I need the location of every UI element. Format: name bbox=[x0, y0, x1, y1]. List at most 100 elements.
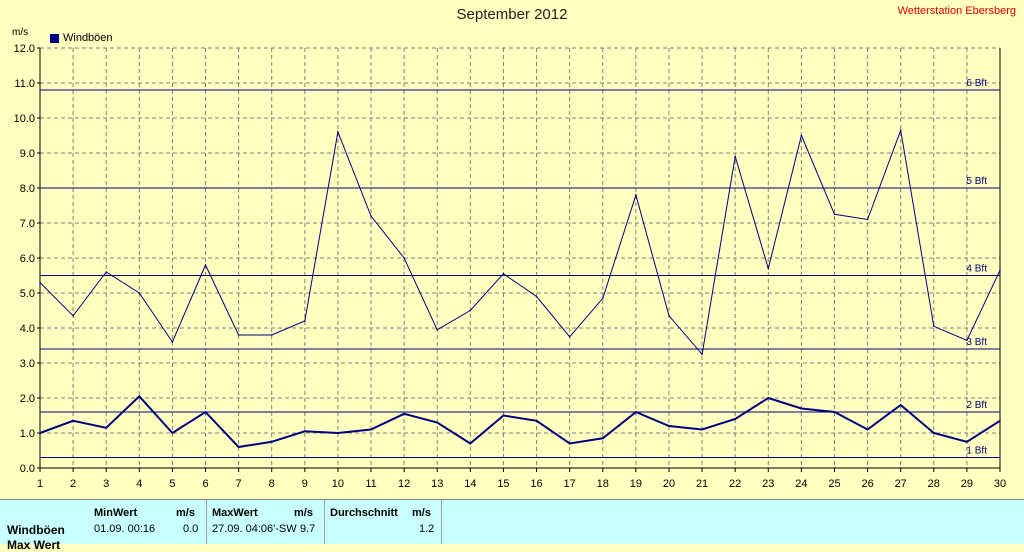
avg-value: 1.2 bbox=[419, 523, 435, 535]
stats-row-label-2: Max Wert bbox=[7, 538, 61, 552]
stats-row-label: Windböen bbox=[7, 523, 65, 537]
y-tick-label: 5.0 bbox=[20, 288, 35, 300]
x-tick-label: 6 bbox=[202, 478, 208, 490]
data-point bbox=[138, 292, 141, 294]
data-point bbox=[966, 440, 968, 443]
data-point bbox=[899, 129, 902, 132]
data-point bbox=[932, 325, 935, 328]
x-tick-label: 18 bbox=[597, 478, 609, 490]
data-point bbox=[72, 419, 74, 422]
series-line bbox=[39, 128, 1001, 356]
data-point bbox=[668, 314, 670, 317]
x-tick-label: 23 bbox=[762, 478, 774, 490]
data-point bbox=[270, 334, 273, 336]
max-header: MaxWert bbox=[212, 507, 258, 519]
max-date: 27.09. 04:06'-SW bbox=[212, 523, 297, 535]
legend: Windböen bbox=[50, 32, 113, 44]
x-tick-label: 28 bbox=[928, 478, 940, 490]
y-tick-label: 10.0 bbox=[14, 113, 35, 125]
y-tick-label: 9.0 bbox=[20, 148, 35, 160]
y-tick-label: 8.0 bbox=[20, 183, 35, 195]
data-point bbox=[932, 432, 935, 434]
reference-line-label: 1 Bft bbox=[966, 446, 987, 457]
reference-line-label: 2 Bft bbox=[966, 400, 987, 411]
data-point bbox=[469, 309, 472, 312]
data-point bbox=[635, 194, 637, 196]
y-tick-label: 6.0 bbox=[20, 253, 35, 265]
x-tick-label: 26 bbox=[861, 478, 873, 490]
x-tick-label: 17 bbox=[564, 478, 576, 490]
data-point bbox=[601, 297, 604, 300]
x-tick-label: 15 bbox=[497, 478, 509, 490]
data-point bbox=[72, 314, 74, 317]
data-point bbox=[866, 218, 869, 221]
x-tick-label: 9 bbox=[302, 478, 308, 490]
avg-unit: m/s bbox=[412, 507, 431, 519]
data-point bbox=[535, 295, 538, 298]
chart-title: September 2012 bbox=[456, 6, 568, 23]
y-tick-label: 3.0 bbox=[20, 358, 35, 370]
data-point bbox=[370, 428, 372, 431]
x-tick-label: 7 bbox=[236, 478, 242, 490]
data-point bbox=[436, 328, 439, 331]
data-point bbox=[767, 267, 770, 270]
data-point bbox=[999, 419, 1001, 422]
x-tick-label: 29 bbox=[961, 478, 973, 490]
x-tick-label: 4 bbox=[136, 478, 142, 490]
min-header: MinWert bbox=[94, 507, 138, 519]
data-point bbox=[701, 353, 703, 356]
min-value: 0.0 bbox=[183, 523, 199, 535]
data-point bbox=[270, 440, 273, 443]
data-point bbox=[403, 412, 405, 415]
x-tick-label: 30 bbox=[994, 478, 1006, 490]
data-point bbox=[337, 131, 339, 133]
y-tick-label: 4.0 bbox=[20, 323, 35, 335]
max-unit: m/s bbox=[294, 507, 313, 519]
x-tick-label: 5 bbox=[169, 478, 175, 490]
y-tick-label: 12.0 bbox=[14, 43, 35, 55]
data-point bbox=[39, 432, 41, 434]
avg-header: Durchschnitt bbox=[330, 507, 398, 519]
data-point bbox=[502, 414, 505, 417]
x-tick-label: 10 bbox=[332, 478, 344, 490]
data-point bbox=[337, 432, 339, 434]
data-point bbox=[171, 341, 174, 343]
data-point bbox=[899, 404, 902, 406]
max-column: MaxWert m/s 27.09. 04:06'-SW 9.7 bbox=[206, 500, 325, 544]
data-point bbox=[866, 428, 869, 431]
reference-line-label: 5 Bft bbox=[966, 176, 987, 187]
data-point bbox=[701, 428, 703, 431]
data-point bbox=[568, 335, 571, 338]
reference-line-label: 4 Bft bbox=[966, 264, 987, 275]
y-tick-label: 1.0 bbox=[20, 428, 35, 440]
x-tick-label: 27 bbox=[895, 478, 907, 490]
data-point bbox=[800, 407, 803, 410]
station-name: Wetterstation Ebersberg bbox=[897, 5, 1016, 17]
data-point bbox=[237, 334, 240, 336]
legend-swatch bbox=[50, 33, 59, 43]
x-tick-label: 8 bbox=[269, 478, 275, 490]
series-line bbox=[39, 394, 1001, 449]
x-tick-label: 3 bbox=[103, 478, 109, 490]
data-point bbox=[304, 430, 306, 433]
x-tick-label: 11 bbox=[365, 478, 376, 490]
data-point bbox=[635, 411, 637, 413]
data-point bbox=[833, 411, 836, 413]
x-tick-label: 12 bbox=[398, 478, 410, 490]
data-point bbox=[138, 395, 141, 398]
data-point bbox=[966, 339, 968, 342]
legend-label: Windböen bbox=[63, 32, 113, 44]
x-tick-label: 22 bbox=[729, 478, 741, 490]
data-point bbox=[436, 421, 439, 424]
data-point bbox=[601, 437, 604, 440]
y-tick-label: 0.0 bbox=[20, 463, 35, 475]
y-tick-label: 11.0 bbox=[14, 78, 35, 90]
data-point bbox=[237, 446, 240, 448]
x-tick-label: 13 bbox=[431, 478, 443, 490]
data-point bbox=[999, 269, 1001, 272]
avg-column: Durchschnitt m/s 1.2 bbox=[324, 500, 442, 544]
y-tick-label: 2.0 bbox=[20, 393, 35, 405]
x-tick-label: 14 bbox=[464, 478, 476, 490]
data-point bbox=[535, 419, 538, 422]
data-point bbox=[469, 442, 472, 445]
